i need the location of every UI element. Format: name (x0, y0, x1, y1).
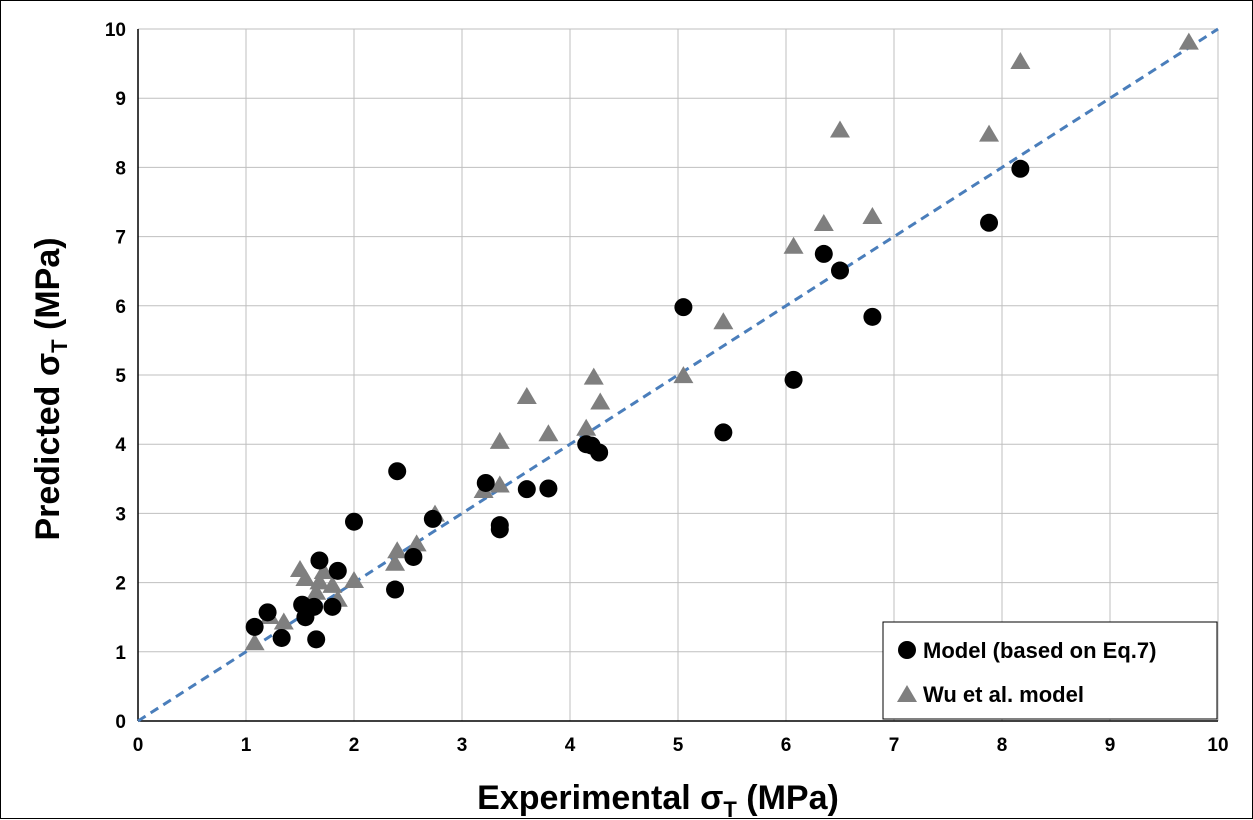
wu-model-point (306, 582, 327, 600)
model-point (305, 597, 324, 616)
model-point (307, 630, 326, 649)
wu-model-point (979, 124, 1000, 142)
wu-model-point (1010, 52, 1031, 70)
model-point (386, 580, 405, 599)
model-point (980, 213, 999, 232)
model-point (590, 443, 609, 462)
y-tick-label-1: 1 (115, 643, 126, 664)
x-axis-title-subscript: T (723, 797, 737, 820)
x-tick-label-6: 6 (781, 735, 792, 756)
axes (137, 29, 1218, 722)
model-point (404, 547, 423, 566)
model-point (831, 261, 849, 280)
wu-model-point (713, 312, 734, 330)
wu-model-point (862, 207, 883, 225)
y-tick-label-5: 5 (115, 366, 126, 387)
x-tick-label-3: 3 (457, 735, 468, 756)
x-tick-label-4: 4 (565, 735, 576, 756)
x-tick-label-7: 7 (889, 735, 900, 756)
y-tick-label-8: 8 (115, 158, 126, 179)
y-tick-label-3: 3 (115, 504, 126, 525)
wu-model-point (813, 213, 834, 231)
x-axis-title: Experimental σT (MPa) (477, 779, 839, 820)
model-point (476, 473, 495, 492)
model-point (388, 462, 407, 481)
model-point (245, 617, 264, 636)
wu-model-point (244, 633, 265, 651)
y-tick-label-2: 2 (115, 574, 126, 595)
wu-model-point (406, 534, 427, 552)
wu-model-point (516, 386, 537, 404)
wu-model-point (673, 366, 694, 384)
wu-model-point (387, 541, 408, 559)
x-axis-title-unit: (MPa) (737, 779, 839, 817)
y-axis-title: Predicted σT (MPa) (29, 237, 72, 540)
legend-box (882, 621, 1218, 720)
y-axis-title-unit: (MPa) (29, 237, 67, 339)
legend-label-model: Model (based on Eq.7) (923, 638, 1156, 663)
wu-model-point (273, 612, 294, 630)
series-model (245, 159, 1030, 649)
model-point (345, 512, 363, 531)
x-tick-label-9: 9 (1105, 735, 1116, 756)
y-tick-label-6: 6 (115, 297, 126, 318)
wu-model-point (576, 418, 597, 436)
wu-model-point (583, 367, 604, 385)
wu-model-point (385, 553, 406, 571)
y-tick-label-4: 4 (115, 435, 126, 456)
wu-model-point (489, 431, 510, 449)
x-tick-label-10: 10 (1207, 735, 1228, 756)
model-point (490, 520, 509, 539)
wu-model-point (309, 572, 330, 590)
model-point (784, 370, 803, 389)
wu-model-point (538, 424, 559, 442)
model-point (272, 628, 291, 647)
x-axis-title-main: Experimental σ (477, 779, 723, 817)
wu-model-point (344, 571, 364, 589)
wu-model-point (322, 575, 343, 593)
legend-label-wu: Wu et al. model (923, 682, 1084, 707)
model-point (539, 479, 558, 498)
wu-model-point (830, 120, 850, 138)
legend: Model (based on Eq.7) Wu et al. model (882, 621, 1218, 720)
model-point (714, 423, 733, 442)
model-point (814, 244, 833, 263)
model-point (258, 603, 277, 622)
y-axis-title-main: Predicted σ (29, 353, 67, 541)
wu-model-point (1178, 32, 1199, 50)
model-point (1011, 159, 1030, 178)
y-tick-label-9: 9 (115, 89, 126, 110)
wu-model-point (313, 562, 334, 580)
x-tick-label-1: 1 (241, 735, 252, 756)
model-point (328, 561, 347, 580)
wu-model-point (295, 568, 316, 586)
model-point (323, 597, 342, 616)
x-tick-label-0: 0 (133, 735, 144, 756)
x-tick-label-8: 8 (997, 735, 1008, 756)
y-tick-label-0: 0 (115, 712, 126, 733)
tick-labels: 0 1 2 3 4 5 6 7 8 9 10 0 1 2 3 4 5 6 7 8 9 10 (105, 20, 1229, 756)
y-axis-title-subscript: T (47, 339, 72, 353)
wu-model-point (590, 392, 611, 410)
x-tick-label-2: 2 (349, 735, 360, 756)
model-point (310, 551, 329, 570)
data-series (244, 32, 1199, 651)
x-tick-label-5: 5 (673, 735, 684, 756)
legend-marker-wu (897, 685, 917, 702)
legend-marker-model (898, 641, 916, 659)
series-wu-et-al (244, 32, 1199, 651)
model-point (863, 307, 882, 326)
model-point (674, 298, 693, 317)
y-tick-label-10: 10 (105, 20, 126, 41)
wu-model-point (783, 236, 804, 254)
wu-model-point (489, 475, 510, 493)
model-point (423, 509, 442, 528)
model-point (517, 480, 536, 499)
y-tick-label-7: 7 (115, 228, 126, 249)
